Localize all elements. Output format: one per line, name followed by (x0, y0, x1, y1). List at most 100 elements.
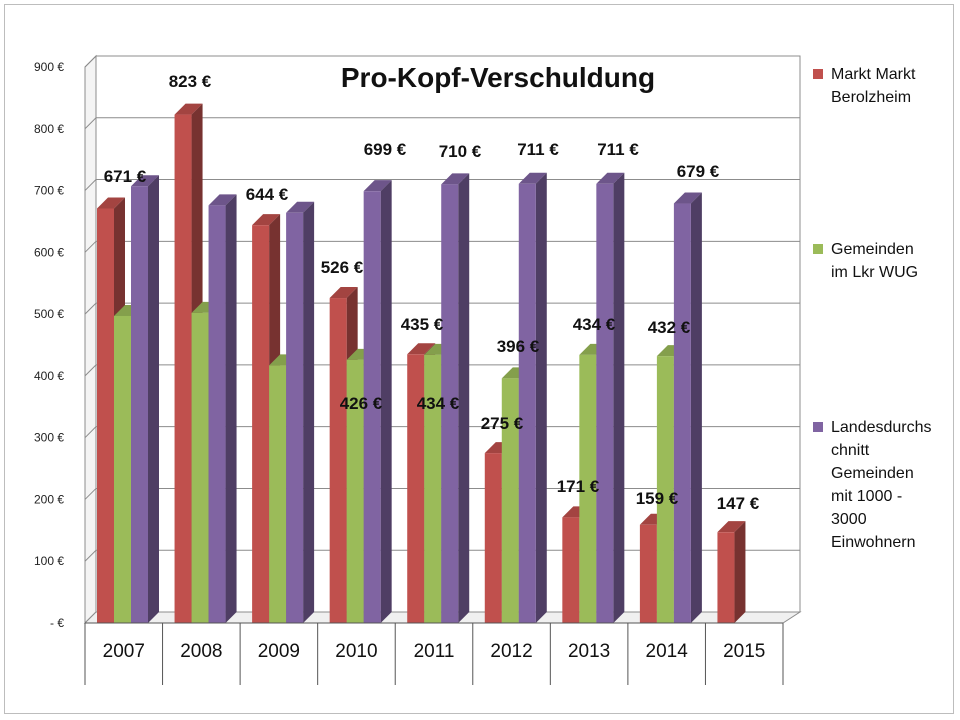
chart: - € 100 € 200 € 300 € 400 € 500 € 600 € 700 € 80… (34, 54, 932, 685)
bar-front (441, 184, 459, 623)
legend-item: Markt Markt Berolzheim (813, 66, 916, 106)
bar-front (407, 354, 425, 623)
gridline (84, 426, 800, 439)
bar (208, 194, 237, 624)
y-tick-label: 200 € (34, 492, 64, 506)
data-label: 823 € (169, 72, 212, 91)
bar-front (269, 365, 287, 623)
bar-front (363, 191, 381, 623)
bar-front (596, 183, 614, 623)
y-tick-label: 600 € (34, 245, 64, 259)
gridline (84, 179, 800, 191)
bar-front (346, 359, 364, 623)
bar (596, 172, 625, 623)
bar-front (673, 203, 691, 624)
x-tick-label: 2007 (103, 641, 145, 662)
gridline (84, 364, 800, 377)
bar-side (380, 180, 392, 623)
data-label: 711 € (517, 140, 559, 159)
bar (518, 172, 547, 623)
bar-front (191, 312, 209, 623)
bar-front (329, 298, 347, 623)
legend-swatch (813, 422, 823, 432)
legend-swatch (813, 69, 823, 79)
data-labels: 671 € 823 € 644 € 526 € 435 € 275 € 171 € 159 €… (104, 72, 760, 513)
bar-top (208, 194, 237, 206)
bar-top (174, 103, 203, 115)
bar-side (148, 175, 159, 623)
data-label: 644 € (246, 185, 289, 204)
legend-label: Gemeinden (831, 465, 914, 482)
bar-top (717, 521, 746, 533)
legend-label: chnitt (831, 442, 870, 459)
data-label: 526 € (321, 258, 364, 277)
y-tick-label: 300 € (34, 431, 64, 445)
gridline (84, 117, 800, 130)
legend-swatch (813, 244, 823, 254)
bar-top (329, 287, 358, 299)
bar-side (225, 194, 237, 624)
x-axis-tick-labels: 2007 2008 2009 2010 2011 2012 2013 2014 2015 (103, 641, 766, 662)
bar-front (114, 315, 131, 623)
data-label: 711 € (597, 140, 639, 159)
bar-top (441, 173, 470, 185)
y-tick-label: - € (50, 616, 64, 630)
data-label: 671 € (104, 167, 147, 186)
bar-side (303, 201, 315, 623)
bar (131, 175, 159, 623)
data-label: 699 € (364, 140, 407, 159)
chart-title: Pro-Kopf-Verschuldung (341, 62, 655, 93)
legend-label: Gemeinden (831, 241, 914, 258)
bar-front (579, 354, 597, 623)
bar-front (97, 208, 114, 623)
bar-side (613, 172, 625, 623)
legend-label: Landesdurchs (831, 419, 932, 436)
legend-item: Landesdurchs chnitt Gemeinden mit 1000 - 300… (813, 419, 932, 551)
bar-side (458, 173, 470, 623)
data-label: 435 € (401, 315, 444, 334)
bar-front (174, 114, 192, 624)
bar-side (734, 521, 746, 623)
x-tick-label: 2009 (258, 641, 300, 662)
bar-side (535, 172, 547, 623)
bar-front (208, 205, 226, 624)
legend-label: mit 1000 - (831, 488, 902, 505)
bar-top (596, 172, 625, 184)
bar-front (131, 186, 148, 623)
data-label: 159 € (636, 489, 679, 508)
legend-label: Einwohnern (831, 534, 916, 551)
bar (673, 192, 702, 624)
bar-top (252, 214, 281, 226)
legend: Markt Markt Berolzheim Gemeinden im Lkr WUG… (813, 66, 932, 551)
data-label: 434 € (417, 394, 460, 413)
legend-item: Gemeinden im Lkr WUG (813, 241, 918, 281)
legend-label: im Lkr WUG (831, 264, 918, 281)
bar-front (518, 183, 536, 623)
data-label: 434 € (573, 315, 616, 334)
bar-front (484, 453, 502, 623)
bar (717, 521, 746, 623)
bar-front (501, 378, 519, 623)
bar-front (656, 356, 674, 623)
category-table (84, 622, 784, 685)
data-label: 147 € (717, 494, 760, 513)
x-tick-label: 2013 (568, 641, 610, 662)
gridline (84, 302, 800, 315)
legend-label: Markt Markt (831, 66, 916, 83)
gridline (84, 240, 800, 253)
x-tick-label: 2011 (414, 641, 455, 662)
y-tick-label: 500 € (34, 307, 64, 321)
y-axis-tick-labels: - € 100 € 200 € 300 € 400 € 500 € 600 € 700 € 80… (34, 60, 64, 630)
data-label: 275 € (481, 414, 524, 433)
x-tick-label: 2010 (335, 641, 377, 662)
x-tick-label: 2008 (180, 641, 222, 662)
gridline (84, 487, 800, 500)
bar-top (407, 343, 436, 355)
y-tick-label: 700 € (34, 184, 64, 198)
y-tick-label: 900 € (34, 60, 64, 74)
bar (441, 173, 470, 623)
data-label: 171 € (557, 477, 600, 496)
bar-top (131, 175, 159, 187)
bar-top (97, 197, 125, 209)
x-tick-label: 2014 (646, 641, 689, 662)
